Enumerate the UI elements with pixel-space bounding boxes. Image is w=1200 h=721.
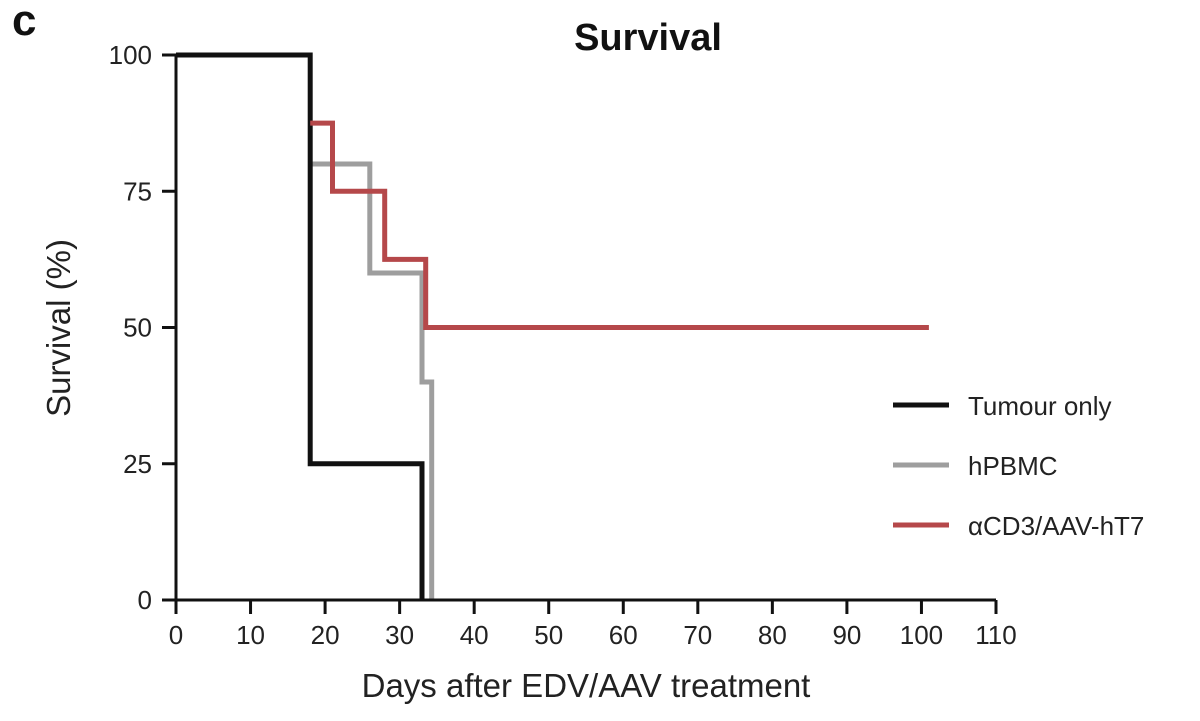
x-tick-label-100: 100 (900, 620, 943, 650)
y-tick-label-100: 100 (109, 40, 152, 70)
y-axis-label: Survival (%) (40, 239, 77, 417)
axes: 0 10 20 30 40 50 60 70 80 90 100 110 0 25 50 75 100 (109, 40, 1017, 650)
chart-title: Survival (574, 17, 722, 59)
legend-label--cd3-aav-ht7: αCD3/AAV-hT7 (968, 511, 1144, 541)
x-tick-label-30: 30 (385, 620, 414, 650)
legend-label-hpbmc: hPBMC (968, 451, 1058, 481)
y-tick-label-75: 75 (123, 176, 152, 206)
x-tick-label-20: 20 (311, 620, 340, 650)
x-tick-label-90: 90 (832, 620, 861, 650)
x-tick-label-60: 60 (609, 620, 638, 650)
x-axis-label: Days after EDV/AAV treatment (362, 667, 811, 704)
legend-label-tumour-only: Tumour only (968, 391, 1112, 421)
panel-label: c (12, 0, 37, 45)
x-tick-label-10: 10 (236, 620, 265, 650)
series-line-tumour-only (176, 52, 425, 600)
plot-area (176, 52, 929, 600)
series-line-hpbmc (310, 161, 435, 600)
y-tick-label-50: 50 (123, 313, 152, 343)
x-tick-label-110: 110 (975, 620, 1016, 650)
x-tick-label-0: 0 (169, 620, 183, 650)
y-tick-label-25: 25 (123, 449, 152, 479)
legend: Tumour only hPBMC αCD3/AAV-hT7 (893, 391, 1144, 541)
x-tick-label-40: 40 (460, 620, 489, 650)
x-tick-label-80: 80 (758, 620, 787, 650)
y-tick-label-0: 0 (138, 585, 152, 615)
x-tick-label-70: 70 (683, 620, 712, 650)
series-line--cd3-aav-ht7 (310, 120, 929, 330)
x-tick-label-50: 50 (534, 620, 563, 650)
